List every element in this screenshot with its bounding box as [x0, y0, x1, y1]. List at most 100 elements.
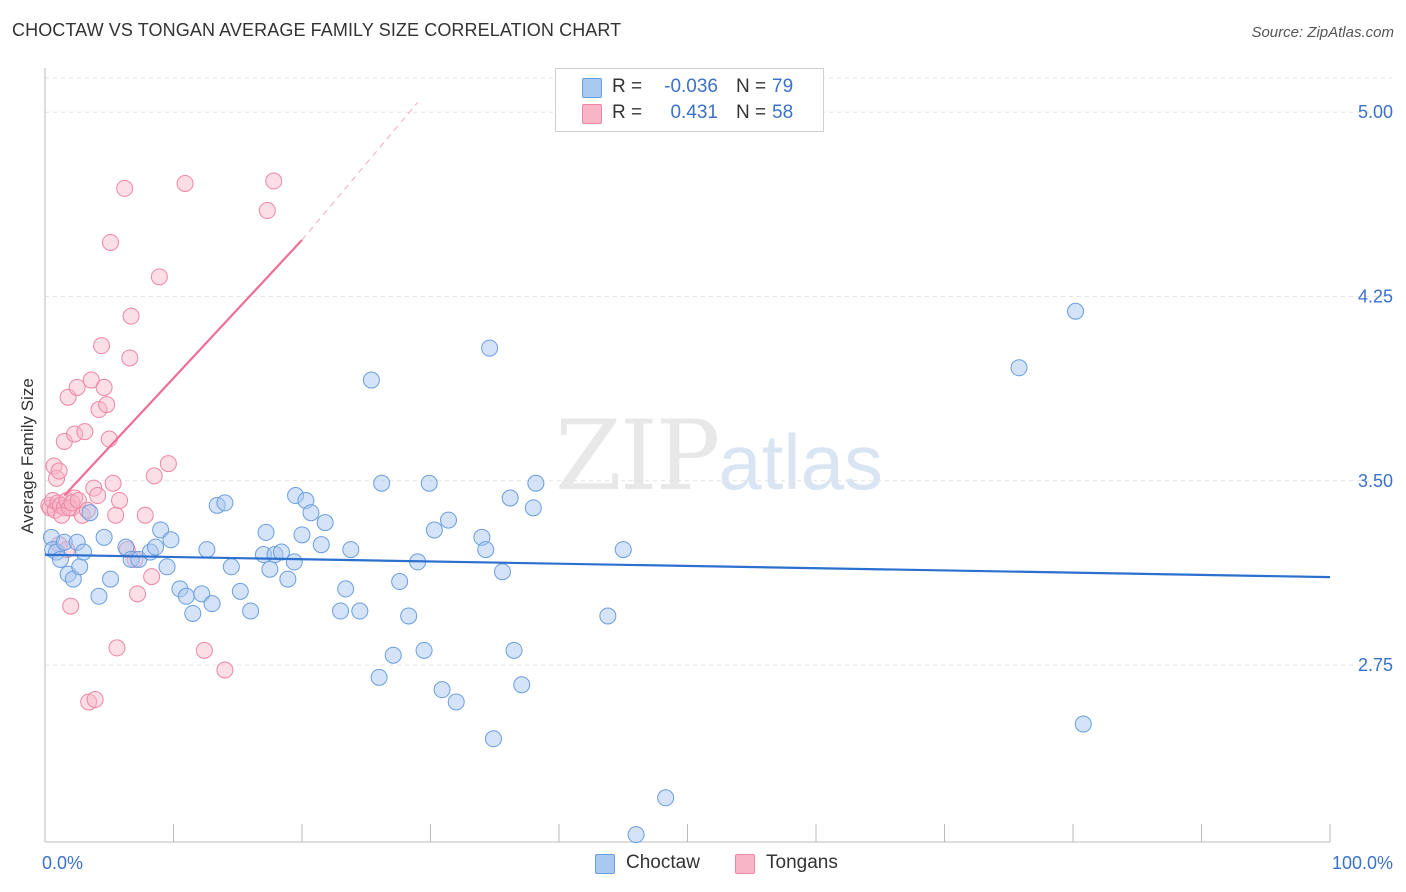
choctaw-point [177, 587, 195, 605]
tongans-points [40, 172, 283, 711]
choctaw-point [242, 602, 260, 620]
y-tick-label: 3.50 [1358, 471, 1393, 491]
choctaw-point [524, 499, 542, 517]
tongans-point [107, 506, 125, 524]
watermark-zip: ZIP [555, 400, 720, 512]
tongans-point [60, 499, 78, 517]
choctaw-point [302, 504, 320, 522]
tongans-point [121, 349, 139, 367]
choctaw-point [599, 607, 617, 625]
tongans-point [95, 378, 113, 396]
tongans-point [102, 233, 120, 251]
tongans-point [82, 371, 100, 389]
choctaw-point [316, 514, 334, 532]
watermark-atlas: atlas [718, 418, 883, 506]
axes [44, 68, 1331, 843]
tongans-point [145, 467, 163, 485]
choctaw-point [370, 668, 388, 686]
choctaw-point [203, 595, 221, 613]
choctaw-point [447, 693, 465, 711]
n-value: 79 [772, 76, 794, 97]
tongans-point [98, 396, 116, 414]
tongans-point [93, 337, 111, 355]
choctaw-points [42, 302, 1092, 844]
tongans-point [265, 172, 283, 190]
tongans-point [108, 639, 126, 657]
r-label: R = [612, 76, 643, 97]
gridlines [45, 77, 1392, 666]
choctaw-point [75, 543, 93, 561]
choctaw-point [505, 641, 523, 659]
choctaw-point [261, 560, 279, 578]
choctaw-point [1074, 715, 1092, 733]
choctaw-point [362, 371, 380, 389]
tongans-point [136, 506, 154, 524]
choctaw-point [193, 585, 211, 603]
tongans-point [66, 425, 84, 443]
choctaw-point [1010, 359, 1028, 377]
choctaw-point [147, 538, 165, 556]
choctaw-point [513, 676, 531, 694]
choctaw-point [81, 504, 99, 522]
tongans-point [195, 641, 213, 659]
choctaw-point [152, 521, 170, 539]
tongans-point [68, 378, 86, 396]
tongans-trend-extension [301, 102, 419, 241]
tongans-point [86, 690, 104, 708]
n-value: 58 [772, 102, 794, 123]
n-label: N = [736, 76, 767, 97]
r-value: 0.431 [670, 102, 718, 123]
tongans-point [143, 568, 161, 586]
choctaw-point [425, 521, 443, 539]
correlation-legend: R = -0.036 N = 79 R = 0.431 N = 58 [555, 68, 824, 132]
choctaw-point [198, 541, 216, 559]
tongans-point [159, 455, 177, 473]
x-tick-label: 0.0% [42, 853, 83, 873]
n-label: N = [736, 102, 767, 123]
choctaw-point [384, 646, 402, 664]
choctaw-point [231, 582, 249, 600]
choctaw-point [95, 528, 113, 546]
choctaw-point [222, 558, 240, 576]
y-tick-label: 2.75 [1358, 655, 1393, 675]
tick-labels: 2.75 3.50 4.25 5.00 0.0% 100.0% [42, 102, 1393, 873]
choctaw-point [257, 523, 275, 541]
chart-title: CHOCTAW VS TONGAN AVERAGE FAMILY SIZE CO… [12, 20, 622, 40]
tongans-point [104, 474, 122, 492]
choctaw-point [158, 558, 176, 576]
choctaw-point [184, 604, 202, 622]
choctaw-point [342, 541, 360, 559]
choctaw-point [400, 607, 418, 625]
tongans-point [122, 307, 140, 325]
y-tick-label: 4.25 [1358, 287, 1393, 307]
choctaw-point [627, 826, 645, 844]
tongans-point [100, 430, 118, 448]
choctaw-point [337, 580, 355, 598]
choctaw-point [90, 587, 108, 605]
tongans-point [89, 487, 107, 505]
choctaw-point [391, 573, 409, 591]
choctaw-point [481, 339, 499, 357]
choctaw-point [102, 570, 120, 588]
tongans-point [50, 462, 68, 480]
choctaw-point [415, 641, 433, 659]
choctaw-point [332, 602, 350, 620]
tongans-point [150, 268, 168, 286]
tongans-point [111, 491, 129, 509]
choctaw-point [216, 494, 234, 512]
choctaw-trend-line [44, 553, 1331, 579]
choctaw-legend-swatch [595, 854, 615, 874]
choctaw-point [51, 550, 69, 568]
choctaw-point [285, 553, 303, 571]
r-value: -0.036 [664, 76, 718, 97]
tongans-trend-line [63, 239, 303, 497]
tongans-point [258, 202, 276, 220]
tongans-point [62, 597, 80, 615]
choctaw-point [279, 570, 297, 588]
choctaw-point [162, 531, 180, 549]
choctaw-point [477, 541, 495, 559]
tongans-legend-swatch [735, 854, 755, 874]
choctaw-point [527, 474, 545, 492]
trend-lines [44, 102, 1331, 579]
choctaw-point [439, 511, 457, 529]
